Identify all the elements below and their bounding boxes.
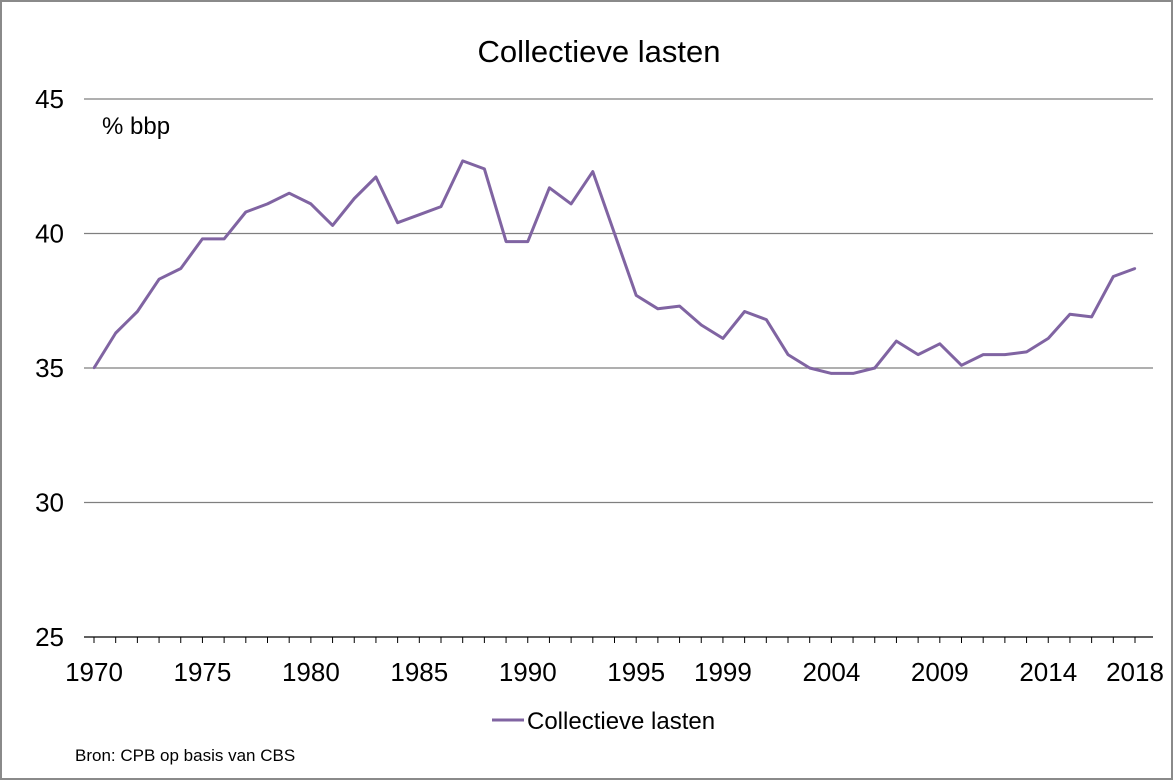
source-note: Bron: CPB op basis van CBS: [75, 746, 296, 765]
y-tick-label: 40: [35, 219, 64, 249]
data-point: [700, 323, 703, 327]
data-point: [895, 339, 898, 343]
x-tick-label: 1999: [694, 657, 752, 687]
series-line-0: [92, 159, 1136, 375]
x-tick-label: 1975: [174, 657, 232, 687]
x-axis-tick-labels: 1970 1975 1980 1985 1990 1995 1999 2004 2009 2014…: [65, 657, 1164, 687]
data-point: [960, 364, 963, 367]
y-axis-ticks: 25 30 35 40 45: [35, 84, 64, 652]
data-point: [743, 310, 746, 313]
x-tick-label: 1980: [282, 657, 340, 687]
data-point: [179, 267, 182, 270]
data-point: [287, 191, 291, 195]
y-tick-label: 45: [35, 84, 64, 114]
y-tick-label: 25: [35, 622, 64, 652]
data-point: [353, 197, 356, 200]
data-point: [916, 353, 920, 356]
x-tick-label: 1985: [390, 657, 448, 687]
data-point: [765, 318, 768, 321]
data-point: [157, 278, 161, 281]
data-point: [331, 224, 334, 227]
data-point: [1112, 275, 1115, 278]
data-point: [548, 186, 551, 189]
y-tick-label: 30: [35, 488, 64, 518]
y-axis-unit-label: % bbp: [102, 113, 170, 140]
x-tick-label: 1995: [607, 657, 665, 687]
data-point: [309, 202, 313, 206]
data-point: [808, 366, 811, 370]
data-point: [613, 232, 616, 235]
data-point: [201, 237, 204, 241]
gridlines: [84, 98, 1153, 504]
data-point: [678, 304, 681, 308]
data-point: [786, 353, 790, 356]
data-point: [244, 210, 248, 214]
data-point: [1068, 313, 1072, 316]
data-point: [504, 240, 508, 243]
x-axis: [84, 636, 1153, 643]
x-tick-label: 2009: [911, 657, 969, 687]
data-point: [634, 294, 638, 297]
data-point: [439, 205, 443, 208]
data-point: [114, 331, 117, 335]
data-point: [136, 310, 139, 313]
data-point: [483, 167, 486, 171]
legend-label: Collectieve lasten: [527, 708, 715, 735]
data-point: [1025, 350, 1028, 354]
data-point: [266, 202, 269, 206]
data-point: [721, 337, 725, 340]
data-point: [374, 175, 378, 179]
data-point: [396, 221, 399, 224]
data-point: [1133, 267, 1137, 270]
x-tick-label: 1990: [499, 657, 557, 687]
data-point: [569, 202, 573, 206]
x-tick-label: 2018: [1106, 657, 1164, 687]
data-point: [830, 372, 833, 375]
data-point: [656, 307, 660, 311]
data-point: [222, 237, 226, 241]
data-point: [526, 240, 529, 243]
x-tick-label: 2014: [1019, 657, 1077, 687]
y-tick-label: 35: [35, 353, 64, 383]
data-point: [981, 353, 985, 356]
data-point: [92, 366, 96, 370]
x-tick-label: 2004: [802, 657, 860, 687]
legend: Collectieve lasten: [492, 708, 715, 735]
data-point: [1090, 315, 1093, 319]
chart-title: Collectieve lasten: [478, 34, 721, 69]
data-point: [1003, 353, 1007, 356]
data-point: [461, 159, 464, 163]
x-tick-label: 1970: [65, 657, 123, 687]
data-point: [418, 213, 421, 216]
data-point: [1047, 337, 1050, 340]
data-point: [591, 170, 595, 173]
data-point: [873, 366, 876, 370]
data-point: [851, 372, 855, 375]
data-point: [938, 342, 942, 345]
series-group: [92, 159, 1137, 375]
